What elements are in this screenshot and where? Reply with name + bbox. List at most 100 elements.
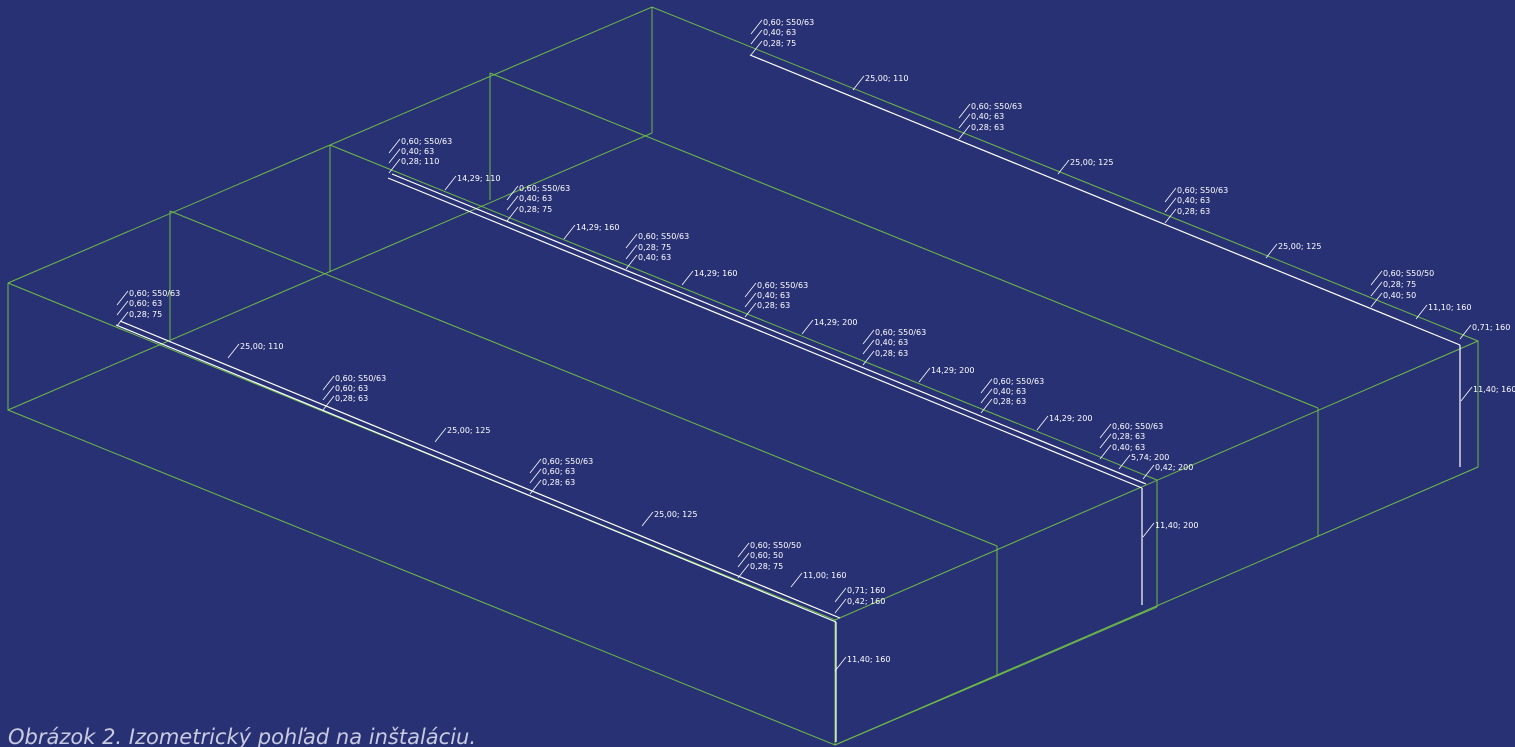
dimension-label: 0,28; 63 [1112, 432, 1145, 441]
dimension-label: 0,60; S50/63 [129, 289, 180, 298]
leader-line [1266, 244, 1277, 258]
dimension-label: 0,28; 75 [519, 205, 552, 214]
caption: Obrázok 2. Izometrický pohľad na inštalá… [8, 725, 476, 747]
pipe [392, 174, 1146, 484]
leader-line [1371, 293, 1382, 307]
edge [835, 676, 997, 745]
leader-line [1371, 282, 1382, 296]
leader-line [682, 271, 693, 285]
dimension-label: 25,00; 110 [865, 74, 908, 83]
leader-line [642, 512, 653, 526]
leader-line [1165, 209, 1176, 223]
leader-line [853, 76, 864, 90]
dimension-label: 25,00; 125 [447, 426, 490, 435]
pipe [388, 178, 1142, 488]
dimension-label: 11,00; 160 [803, 571, 846, 580]
dimension-label: 0,42; 200 [1155, 463, 1193, 472]
leader-line [1460, 325, 1471, 339]
isometric-drawing: Obrázok 2. Izometrický pohľad na inštalá… [0, 0, 1515, 747]
leader-line [1416, 305, 1427, 319]
dimension-label: 14,29; 110 [457, 174, 500, 183]
leader-line [1100, 445, 1111, 459]
dimension-label: 0,28; 63 [993, 397, 1026, 406]
dimension-label: 0,60; 63 [335, 384, 368, 393]
dimension-label: 0,60; S50/63 [757, 281, 808, 290]
dimension-label: 0,60; S50/63 [335, 374, 386, 383]
leader-line [738, 564, 749, 578]
dimension-label: 14,29; 200 [931, 366, 974, 375]
outer-box [8, 7, 1478, 745]
dimension-label: 0,42; 160 [847, 597, 885, 606]
dimension-label: 0,40; 63 [993, 387, 1026, 396]
dimension-label: 0,40; 63 [875, 338, 908, 347]
leader-line [1461, 387, 1472, 401]
dimension-label: 0,60; S50/63 [519, 184, 570, 193]
dimension-label: 14,29; 200 [814, 318, 857, 327]
dimension-label: 5,74; 200 [1131, 453, 1169, 462]
leader-line [435, 428, 446, 442]
dimension-label: 0,28; 75 [1383, 280, 1416, 289]
dimension-label: 0,60; S50/50 [750, 541, 801, 550]
edge [170, 211, 997, 546]
leader-line [835, 599, 846, 613]
dimension-label: 11,40; 200 [1155, 521, 1198, 530]
dimension-label: 0,28; 63 [335, 394, 368, 403]
dimension-label: 25,00; 125 [1278, 242, 1321, 251]
dimension-label: 14,29; 160 [694, 269, 737, 278]
dimension-label: 25,00; 110 [240, 342, 283, 351]
dimension-label: 0,40; 63 [1112, 443, 1145, 452]
leader-line [564, 225, 575, 239]
dimension-label: 0,40; 50 [1383, 291, 1416, 300]
pipes [116, 55, 1460, 742]
dimension-label: 0,60; S50/63 [401, 137, 452, 146]
pipe [750, 55, 1460, 345]
dimension-label: 0,28; 110 [401, 157, 439, 166]
leader-line [1037, 416, 1048, 430]
dimension-label: 0,40; 63 [638, 253, 671, 262]
dimension-label: 0,28; 63 [875, 349, 908, 358]
dimension-label: 11,40; 160 [847, 655, 890, 664]
dimension-label: 0,28; 75 [763, 39, 796, 48]
leader-line [445, 176, 456, 190]
dimension-label: 25,00; 125 [654, 510, 697, 519]
dimension-label: 0,71; 160 [1472, 323, 1510, 332]
dimension-label: 0,28; 75 [750, 562, 783, 571]
dimension-label: 0,60; S50/63 [971, 102, 1022, 111]
edge [997, 607, 1157, 676]
dimension-label: 0,60; 63 [542, 467, 575, 476]
dimension-label: 0,60; S50/63 [638, 232, 689, 241]
dimension-label: 0,60; S50/63 [875, 328, 926, 337]
dimension-label: 0,60; 50 [750, 551, 783, 560]
dimension-label: 0,60; S50/63 [1177, 186, 1228, 195]
pipe [120, 321, 840, 618]
dimension-label: 14,29; 200 [1049, 414, 1092, 423]
building-outline [8, 7, 1478, 745]
dimension-label: 0,40; 63 [971, 112, 1004, 121]
dimension-label: 0,28; 63 [971, 123, 1004, 132]
dimension-label: 0,71; 160 [847, 586, 885, 595]
dimension-label: 0,40; 63 [401, 147, 434, 156]
dimension-label: 11,10; 160 [1428, 303, 1471, 312]
dimension-label: 0,60; S50/63 [993, 377, 1044, 386]
dimension-label: 0,60; S50/63 [542, 457, 593, 466]
leader-line [919, 368, 930, 382]
dimension-label: 0,28; 63 [1177, 207, 1210, 216]
dimension-label: 0,40; 63 [1177, 196, 1210, 205]
dimension-label: 0,28; 75 [129, 310, 162, 319]
pipe [116, 325, 836, 622]
dimension-label: 0,60; S50/50 [1383, 269, 1434, 278]
leader-line [1143, 523, 1154, 537]
leader-line [835, 657, 846, 671]
dimension-label: 14,29; 160 [576, 223, 619, 232]
leader-line [802, 320, 813, 334]
leader-line [626, 234, 637, 248]
dimension-label: 11,40; 160 [1473, 385, 1515, 394]
leader-line [1058, 160, 1069, 174]
dimension-label: 0,40; 63 [757, 291, 790, 300]
leader-line [835, 588, 846, 602]
dimension-label: 0,28; 75 [638, 243, 671, 252]
dimension-label: 0,28; 63 [542, 478, 575, 487]
dimension-label: 0,40; 63 [519, 194, 552, 203]
dimension-label: 0,60; S50/63 [1112, 422, 1163, 431]
dimension-label: 25,00; 125 [1070, 158, 1113, 167]
